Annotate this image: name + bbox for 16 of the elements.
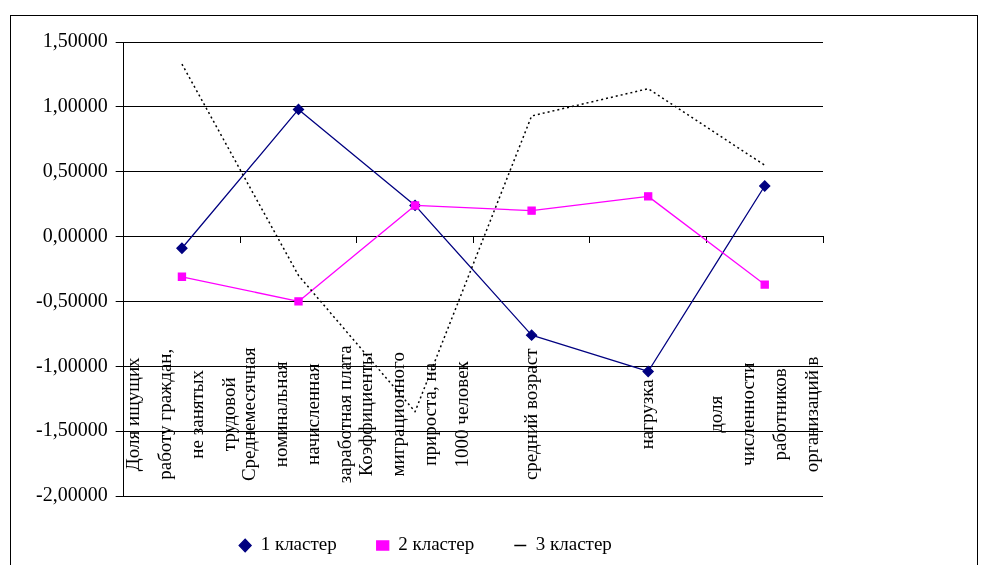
y-tick-label: 0,50000 bbox=[42, 158, 108, 181]
y-tick-label: -1,50000 bbox=[35, 418, 108, 441]
y-tick-label: 1,00000 bbox=[42, 94, 108, 117]
y-tick-label: 0,00000 bbox=[42, 223, 108, 246]
x-tick-label: нагрузка bbox=[636, 378, 658, 450]
x-tick-label: доля численности работников организаций в bbox=[704, 356, 822, 473]
x-tick-label: средний возраст bbox=[519, 347, 541, 481]
legend-label: 1 кластер bbox=[260, 533, 337, 555]
y-tick-label: -0,50000 bbox=[35, 288, 108, 311]
y-tick-label: -2,00000 bbox=[35, 483, 108, 506]
legend-label: 2 кластер bbox=[398, 533, 475, 555]
legend-label: 3 кластер bbox=[535, 533, 612, 555]
x-tick-label: Доля ищущих работу граждан, не занятых трудовой bbox=[121, 348, 239, 480]
x-tick-label: Среднемесячная номинальная начисленная заработная плата bbox=[238, 344, 356, 484]
y-tick-label: 1,50000 bbox=[42, 29, 108, 52]
y-tick-label: -1,00000 bbox=[35, 353, 108, 376]
